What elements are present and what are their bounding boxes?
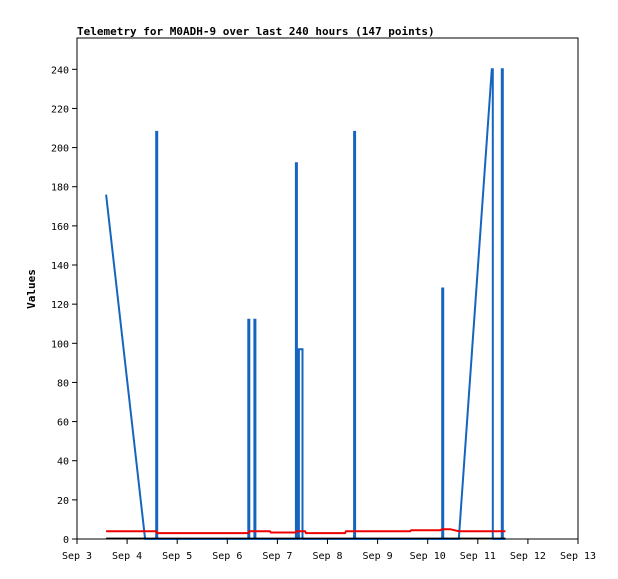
x-tick-label: Sep 4 bbox=[112, 551, 142, 562]
x-tick-label: Sep 7 bbox=[262, 551, 292, 562]
y-tick-label: 140 bbox=[51, 261, 69, 272]
chart-title: Telemetry for M0ADH-9 over last 240 hour… bbox=[77, 25, 435, 38]
x-tick-label: Sep 3 bbox=[62, 551, 92, 562]
y-tick-label: 120 bbox=[51, 300, 69, 311]
x-tick-label: Sep 6 bbox=[212, 551, 242, 562]
y-tick-label: 200 bbox=[51, 144, 69, 155]
y-tick-label: 20 bbox=[57, 496, 69, 507]
series-layer bbox=[105, 68, 506, 540]
y-tick-label: 40 bbox=[57, 457, 69, 468]
y-tick-label: 180 bbox=[51, 183, 69, 194]
x-tick-label: Sep 8 bbox=[312, 551, 342, 562]
x-tick-label: Sep 9 bbox=[363, 551, 393, 562]
y-tick-label: 80 bbox=[57, 378, 69, 389]
x-tick-label: Sep 13 bbox=[560, 551, 596, 562]
y-axis: 0 20 40 60 80 100 120 140 160 180 200 220 240 bbox=[51, 65, 77, 546]
series-line-2 bbox=[106, 528, 506, 535]
y-tick-label: 60 bbox=[57, 418, 69, 429]
y-tick-label: 220 bbox=[51, 104, 69, 115]
x-tick-label: Sep 11 bbox=[460, 551, 496, 562]
x-tick-label: Sep 5 bbox=[162, 551, 192, 562]
x-tick-label: Sep 12 bbox=[510, 551, 546, 562]
x-axis: Sep 3 Sep 4 Sep 5 Sep 6 Sep 7 Sep 8 Sep 9 Sep 1… bbox=[62, 539, 596, 562]
series-line-1 bbox=[105, 68, 506, 540]
y-tick-label: 240 bbox=[51, 65, 69, 76]
y-tick-label: 100 bbox=[51, 339, 69, 350]
y-tick-label: 0 bbox=[63, 535, 69, 546]
y-tick-label: 160 bbox=[51, 222, 69, 233]
x-tick-label: Sep 10 bbox=[410, 551, 446, 562]
y-axis-label: Values bbox=[25, 269, 38, 309]
